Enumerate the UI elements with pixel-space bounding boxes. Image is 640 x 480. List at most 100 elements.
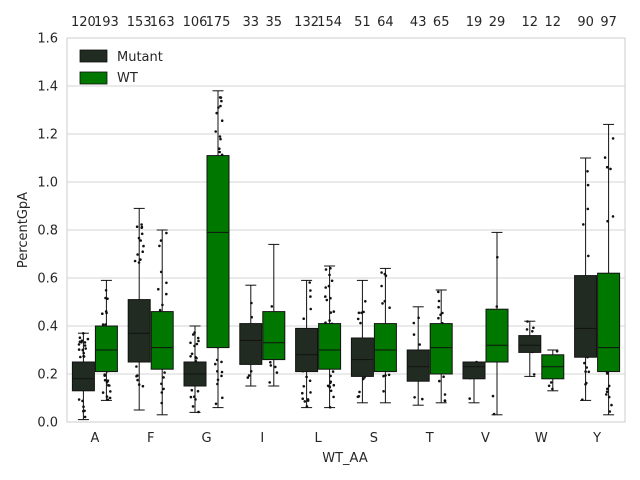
data-point: [302, 317, 306, 321]
data-point: [549, 381, 553, 384]
count-label: 33: [243, 15, 260, 30]
plot-frame: [66, 37, 626, 423]
data-point: [324, 295, 327, 298]
count-label: 106: [183, 15, 208, 30]
data-point: [136, 253, 139, 256]
data-point: [190, 388, 194, 392]
data-point: [135, 365, 138, 368]
data-point: [103, 378, 107, 382]
data-point: [413, 396, 416, 399]
data-point: [306, 398, 310, 401]
data-point: [189, 355, 192, 358]
data-point: [324, 286, 328, 289]
data-point: [610, 403, 613, 407]
box-mutant: [127, 299, 151, 363]
y-tick-label: 0.2: [37, 368, 58, 383]
data-point: [159, 239, 163, 242]
count-label: 132: [294, 15, 319, 30]
data-point: [158, 244, 161, 248]
data-point: [101, 312, 104, 316]
data-point: [141, 250, 144, 253]
box-wt: [206, 155, 230, 349]
box-wt: [429, 323, 453, 375]
data-point: [418, 343, 422, 346]
data-point: [387, 373, 391, 377]
data-point: [109, 390, 112, 393]
data-point: [189, 395, 193, 399]
data-point: [608, 410, 612, 413]
data-point: [83, 344, 87, 347]
data-point: [611, 215, 615, 218]
data-point: [443, 399, 447, 403]
data-point: [157, 287, 160, 291]
data-point: [191, 405, 195, 408]
count-label: 163: [150, 15, 175, 30]
data-point: [357, 311, 361, 315]
data-point: [532, 373, 536, 376]
count-label: 90: [577, 15, 594, 30]
data-point: [412, 321, 416, 325]
y-tick-label: 0.0: [37, 416, 58, 431]
data-point: [80, 341, 83, 344]
data-point: [220, 374, 223, 378]
y-tick-label: 0.8: [37, 224, 58, 239]
data-point: [220, 119, 224, 122]
data-point: [329, 389, 333, 393]
x-tick-label: S: [370, 431, 378, 446]
data-point: [364, 300, 367, 303]
data-point: [547, 384, 551, 388]
y-tick-label: 1.0: [37, 176, 58, 191]
count-label: 175: [206, 15, 231, 30]
y-tick-label: 1.6: [37, 32, 58, 47]
data-point: [441, 311, 444, 315]
count-label: 64: [377, 15, 394, 30]
data-point: [357, 395, 361, 398]
data-point: [603, 156, 607, 159]
data-point: [491, 394, 495, 398]
data-point: [215, 111, 218, 115]
data-point: [380, 271, 383, 274]
box-mutant: [71, 361, 95, 392]
data-point: [358, 390, 361, 394]
data-point: [214, 362, 217, 366]
data-points: [77, 96, 615, 419]
data-point: [356, 317, 360, 321]
count-label: 120: [71, 15, 96, 30]
data-point: [437, 316, 440, 320]
box-mutant: [406, 349, 430, 382]
box-mutant: [518, 335, 542, 353]
data-point: [190, 352, 194, 356]
data-point: [196, 389, 200, 393]
data-point: [136, 378, 139, 382]
data-point: [606, 387, 609, 391]
data-point: [84, 347, 87, 350]
data-point: [382, 374, 385, 378]
data-point: [442, 375, 445, 379]
data-point: [381, 302, 384, 305]
data-point: [108, 396, 112, 400]
data-point: [220, 99, 223, 103]
data-point: [438, 379, 441, 383]
x-tick-label: V: [481, 431, 490, 446]
data-point: [331, 370, 335, 373]
data-point: [605, 372, 609, 375]
data-point: [326, 384, 330, 388]
data-point: [587, 370, 591, 374]
data-point: [220, 370, 224, 374]
x-tick-label: F: [147, 431, 154, 446]
data-point: [269, 361, 272, 364]
data-point: [162, 376, 165, 379]
data-point: [219, 137, 222, 141]
data-point: [329, 311, 333, 314]
count-label: 43: [410, 15, 427, 30]
data-point: [380, 284, 383, 288]
data-point: [77, 343, 81, 346]
data-point: [332, 383, 336, 387]
data-point: [609, 167, 612, 171]
data-point: [268, 381, 272, 384]
data-point: [586, 170, 589, 173]
data-point: [189, 341, 192, 345]
data-point: [330, 279, 334, 283]
